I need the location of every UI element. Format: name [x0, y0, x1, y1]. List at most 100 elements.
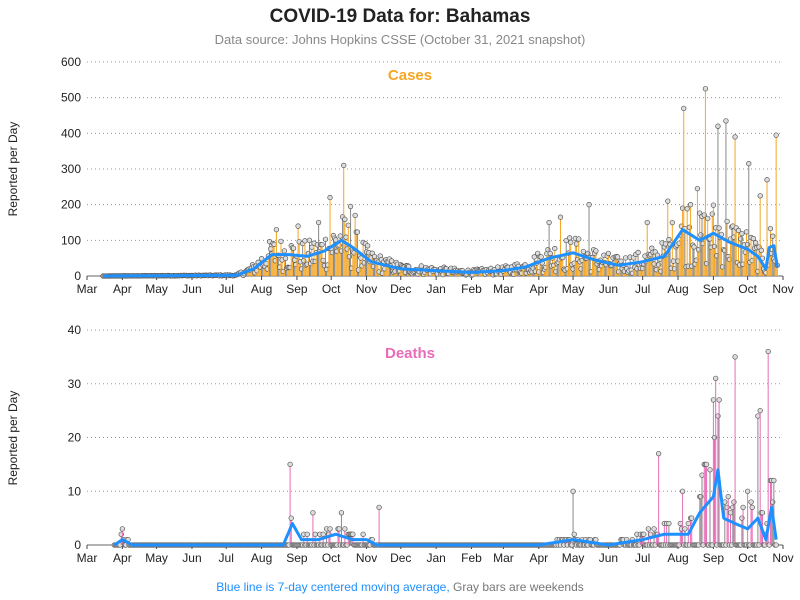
- y-tick-label: 500: [61, 91, 81, 105]
- x-tick-label: Mar: [77, 282, 98, 296]
- daily-marker: [342, 216, 348, 222]
- moving-average-line: [102, 228, 779, 278]
- daily-marker: [757, 193, 763, 199]
- x-tick-label: Dec: [390, 282, 411, 296]
- x-tick-label: Mar: [493, 282, 514, 296]
- daily-marker: [614, 254, 621, 260]
- daily-marker: [757, 407, 763, 414]
- daily-marker: [746, 160, 752, 167]
- daily-marker: [345, 222, 351, 228]
- x-tick-label: May: [562, 551, 585, 565]
- daily-marker: [645, 526, 652, 532]
- daily-marker: [767, 225, 774, 232]
- daily-marker: [641, 531, 647, 537]
- x-tick-label: Jul: [219, 551, 234, 565]
- daily-marker: [735, 227, 742, 234]
- daily-marker: [287, 461, 293, 468]
- daily-marker: [749, 504, 755, 511]
- daily-marker: [684, 206, 690, 212]
- daily-marker: [388, 258, 395, 264]
- daily-marker: [320, 531, 326, 537]
- daily-marker: [748, 499, 754, 505]
- daily-marker: [531, 254, 537, 260]
- x-tick-label: May: [145, 282, 168, 296]
- daily-marker: [622, 255, 629, 261]
- daily-marker: [282, 255, 289, 262]
- daily-marker: [752, 240, 759, 246]
- daily-marker: [593, 248, 599, 254]
- daily-marker: [566, 235, 573, 241]
- y-tick-label: 20: [68, 431, 82, 445]
- daily-marker: [655, 450, 662, 457]
- daily-marker: [341, 162, 347, 169]
- daily-marker: [273, 226, 280, 233]
- daily-marker: [771, 477, 777, 484]
- daily-marker: [268, 246, 274, 252]
- daily-marker: [557, 214, 564, 220]
- y-tick-label: 600: [61, 55, 81, 69]
- daily-marker: [699, 472, 705, 478]
- daily-marker: [765, 348, 771, 355]
- daily-marker: [347, 203, 354, 210]
- daily-marker: [605, 250, 612, 257]
- daily-marker: [681, 105, 687, 112]
- x-tick-label: Oct: [322, 282, 341, 296]
- daily-marker: [727, 510, 734, 516]
- x-tick-label: Jan: [426, 551, 445, 565]
- daily-marker: [288, 515, 294, 521]
- x-tick-label: Jul: [635, 551, 650, 565]
- y-tick-label: 100: [61, 233, 81, 247]
- x-tick-label: Aug: [251, 282, 272, 296]
- daily-marker: [691, 244, 697, 250]
- daily-marker: [669, 219, 675, 226]
- daily-marker: [764, 177, 770, 183]
- daily-marker: [739, 230, 745, 237]
- daily-marker: [685, 520, 691, 527]
- x-tick-label: Jul: [635, 282, 650, 296]
- x-tick-label: Jun: [182, 282, 201, 296]
- daily-marker: [635, 249, 641, 256]
- daily-marker: [306, 237, 313, 243]
- daily-marker: [418, 263, 424, 269]
- daily-marker: [495, 264, 501, 270]
- daily-marker: [278, 238, 284, 244]
- daily-marker: [677, 520, 683, 527]
- daily-marker: [376, 504, 382, 511]
- daily-marker: [682, 526, 688, 532]
- daily-marker: [568, 239, 574, 245]
- x-tick-label: Aug: [667, 282, 688, 296]
- x-tick-label: Jun: [599, 282, 618, 296]
- daily-marker: [644, 219, 650, 226]
- daily-marker: [679, 488, 686, 494]
- daily-marker: [716, 225, 722, 231]
- y-axis-label: Reported per Day: [6, 391, 20, 486]
- daily-marker: [713, 375, 719, 382]
- daily-marker: [770, 233, 776, 239]
- daily-marker: [304, 531, 310, 537]
- daily-marker: [689, 515, 695, 521]
- x-tick-label: Jun: [599, 551, 618, 565]
- daily-marker: [552, 245, 558, 252]
- x-tick-label: Oct: [738, 551, 757, 565]
- y-tick-label: 0: [74, 538, 81, 552]
- x-tick-label: Feb: [461, 282, 482, 296]
- daily-marker: [327, 526, 333, 532]
- daily-marker: [662, 241, 669, 247]
- y-tick-label: 200: [61, 198, 81, 212]
- daily-marker: [651, 526, 657, 532]
- daily-marker: [586, 202, 592, 208]
- x-tick-label: Nov: [772, 282, 793, 296]
- daily-marker: [119, 526, 126, 532]
- daily-marker: [365, 243, 371, 249]
- daily-marker: [571, 531, 577, 537]
- chart-title: COVID-19 Data for: Bahamas: [269, 6, 531, 27]
- daily-marker: [666, 236, 672, 243]
- x-tick-label: Sep: [286, 551, 308, 565]
- chart-subtitle: Data source: Johns Hopkins CSSE (October…: [214, 32, 586, 47]
- daily-marker: [732, 354, 738, 360]
- daily-marker: [290, 245, 297, 251]
- y-axis-label: Reported per Day: [6, 122, 20, 217]
- x-tick-label: Sep: [286, 282, 308, 296]
- daily-marker: [576, 236, 582, 242]
